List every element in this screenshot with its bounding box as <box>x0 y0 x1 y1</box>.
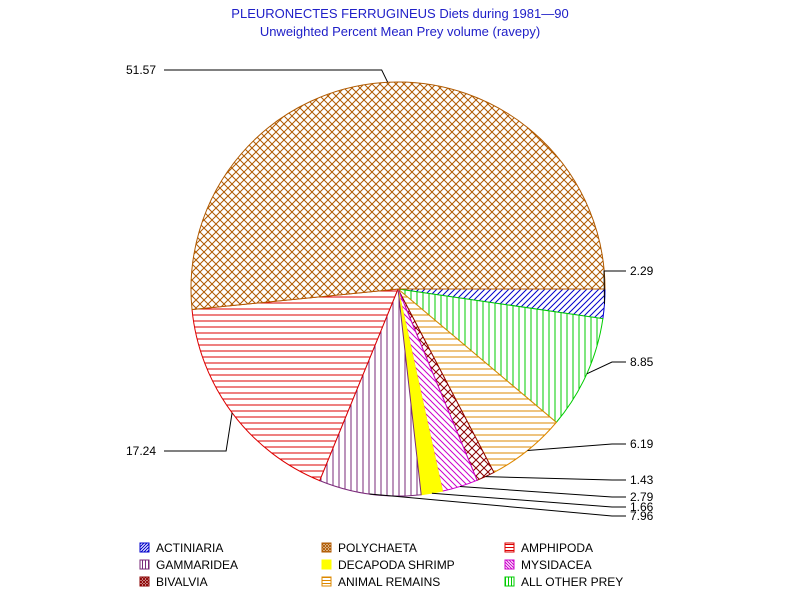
slice-label-decapoda-shrimp: 1.66 <box>630 500 654 514</box>
legend-swatch-amphipoda <box>504 542 515 553</box>
chart-subtitle: Unweighted Percent Mean Prey volume (rav… <box>260 24 540 39</box>
legend: ACTINIARIA POLYCHAETA AMPHIPODA GAMMARIDEA D… <box>139 541 623 589</box>
legend-label-animal-remains: ANIMAL REMAINS <box>338 575 440 589</box>
legend-label-polychaeta: POLYCHAETA <box>338 541 417 555</box>
legend-label-all-other-prey: ALL OTHER PREY <box>521 575 623 589</box>
legend-swatch-bivalvia <box>139 576 150 587</box>
leader-line-animal-remains <box>527 443 626 451</box>
slice-label-bivalvia: 1.43 <box>630 473 654 487</box>
chart-title: PLEURONECTES FERRUGINEUS Diets during 19… <box>231 6 568 21</box>
legend-swatch-mysidacea <box>504 559 515 570</box>
leader-line-polychaeta <box>164 69 389 83</box>
legend-label-bivalvia: BIVALVIA <box>156 575 208 589</box>
slice-labels: 2.29 8.85 6.19 1.43 2.791.667.96 17.24 51.57 <box>126 63 654 523</box>
legend-label-amphipoda: AMPHIPODA <box>521 541 593 555</box>
legend-swatch-all-other-prey <box>504 576 515 587</box>
legend-swatch-decapoda-shrimp <box>321 559 332 570</box>
slice-label-all-other-prey: 8.85 <box>630 355 654 369</box>
legend-swatch-actiniaria <box>139 542 150 553</box>
slice-label-gammaridea: 7.96 <box>630 509 654 523</box>
slice-label-mysidacea: 2.79 <box>630 490 654 504</box>
legend-swatch-animal-remains <box>321 576 332 587</box>
leader-line-all-other-prey <box>586 361 626 375</box>
legend-label-mysidacea: MYSIDACEA <box>521 558 592 572</box>
legend-label-decapoda-shrimp: DECAPODA SHRIMP <box>338 558 455 572</box>
leader-line-amphipoda <box>164 412 233 452</box>
leader-line-decapoda-shrimp <box>431 492 626 508</box>
legend-label-gammaridea: GAMMARIDEA <box>156 558 238 572</box>
slice-label-actiniaria: 2.29 <box>630 264 654 278</box>
pie-slices <box>190 81 606 497</box>
leader-line-mysidacea <box>459 486 626 498</box>
leader-line-actiniaria <box>603 270 626 304</box>
legend-swatch-polychaeta <box>321 542 332 553</box>
slice-label-polychaeta: 51.57 <box>126 63 156 77</box>
slice-label-amphipoda: 17.24 <box>126 444 156 458</box>
legend-label-actiniaria: ACTINIARIA <box>156 541 223 555</box>
leader-line-gammaridea <box>369 493 626 517</box>
leader-line-bivalvia <box>485 476 626 481</box>
slice-label-animal-remains: 6.19 <box>630 437 654 451</box>
slice-polychaeta <box>190 81 606 311</box>
legend-swatch-gammaridea <box>139 559 150 570</box>
slice-amphipoda <box>191 288 399 482</box>
